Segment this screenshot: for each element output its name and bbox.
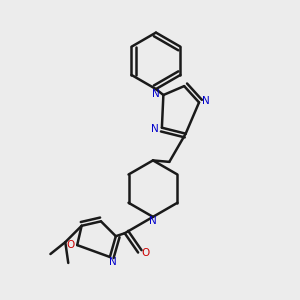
- Text: N: N: [152, 124, 159, 134]
- Text: N: N: [152, 88, 160, 98]
- Text: O: O: [141, 248, 150, 257]
- Text: N: N: [202, 96, 209, 106]
- Text: O: O: [67, 240, 75, 250]
- Text: N: N: [109, 257, 117, 267]
- Text: N: N: [149, 216, 157, 226]
